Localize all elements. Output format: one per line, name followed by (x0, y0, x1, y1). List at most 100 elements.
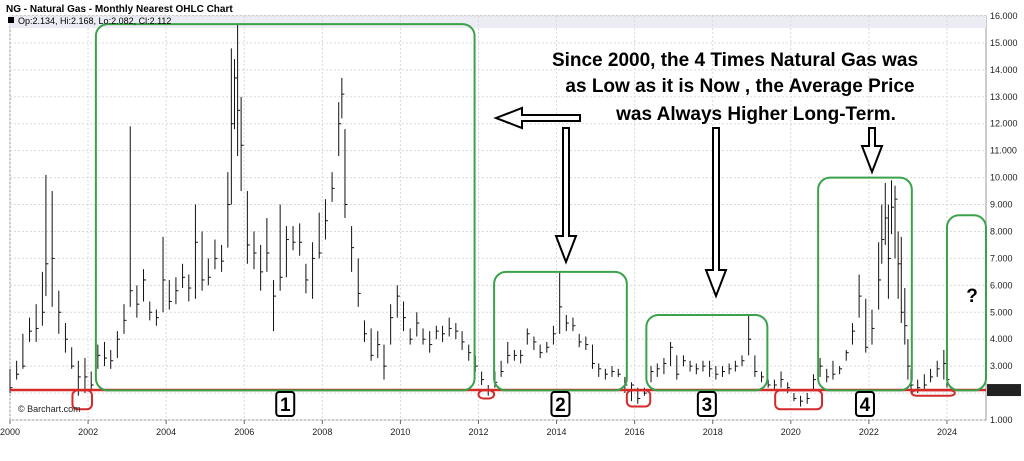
ohlc-bar (631, 382, 635, 402)
period-number: 3 (702, 395, 713, 416)
ohlc-bar (839, 366, 843, 375)
ohlc-bar (702, 360, 706, 372)
ohlc-bar (907, 339, 911, 380)
ohlc-bar (812, 374, 816, 391)
x-tick-label: 2010 (390, 427, 410, 437)
ohlc-bar (591, 344, 595, 369)
ohlc-bar (422, 328, 426, 345)
ohlc-bar (656, 363, 660, 377)
ohlc-bar (318, 212, 322, 259)
ohlc-bar (721, 366, 725, 377)
ohlc-bar (754, 355, 758, 377)
y-tick-label: 1.000 (990, 415, 1013, 425)
ohlc-bar (741, 355, 745, 367)
ohlc-bar (357, 258, 361, 307)
ohlc-bar (97, 344, 101, 369)
ohlc-bar (598, 363, 602, 377)
ohlc-bar (285, 226, 289, 278)
arrow-down-icon (860, 127, 884, 175)
x-tick-label: 2024 (937, 427, 957, 437)
ohlc-bar (894, 185, 898, 259)
ohlc-bar (207, 258, 211, 286)
ohlc-bar (793, 393, 797, 402)
ohlc-bar (500, 360, 504, 377)
ohlc-bar (168, 279, 172, 310)
axes: 1.000 2.000 3.000 4.000 5.000 6.000 7.000 8.000… (0, 11, 1018, 437)
ohlc-bar (240, 96, 244, 192)
ohlc-bar (266, 218, 270, 272)
ohlc-bar (887, 204, 891, 299)
period-number: 2 (555, 395, 566, 416)
ohlc-bar (116, 331, 120, 359)
ohlc-bar (682, 355, 686, 367)
ohlc-bar (559, 271, 563, 334)
ohlc-bar (773, 379, 777, 391)
ohlc-bar (237, 24, 241, 157)
ohlc-bar (435, 325, 439, 340)
ohlc-bar (728, 363, 732, 375)
ohlc-bar (221, 244, 225, 272)
ohlc-bar (663, 358, 667, 375)
ohlc-bar (71, 347, 75, 369)
ohlc-bar (650, 366, 654, 383)
ohlc-bar (767, 379, 771, 388)
y-tick-label: 8.000 (990, 226, 1013, 236)
x-tick-label: 2006 (234, 427, 254, 437)
ohlc-bar (123, 304, 127, 334)
ohlc-bar (943, 349, 947, 380)
y-tick-label: 13.000 (990, 92, 1018, 102)
ohlc-bar (188, 274, 192, 302)
ohlc-bar (676, 355, 680, 380)
ohlc-bar (604, 368, 608, 380)
x-tick-label: 2002 (78, 427, 98, 437)
ohlc-bar (513, 349, 517, 361)
ohlc-bar (45, 174, 49, 297)
ohlc-bar (748, 314, 752, 356)
ohlc-bar (396, 285, 400, 318)
ohlc-bar (175, 277, 179, 305)
y-tick-label: 6.000 (990, 280, 1013, 290)
ohlc-bar (324, 199, 328, 240)
y-tick-label: 10.000 (990, 173, 1018, 183)
period-number-frame (550, 391, 571, 417)
ohlc-bar (194, 204, 198, 299)
ohlc-bar (429, 331, 433, 353)
ohlc-bar (35, 304, 39, 342)
ohlc-bar (761, 371, 765, 383)
ohlc-bar (611, 366, 615, 377)
period-number: 4 (860, 395, 871, 416)
ohlc-bar (572, 317, 576, 332)
ohlc-bar (383, 344, 387, 380)
period-number: 1 (280, 395, 291, 416)
ohlc-bar (22, 333, 26, 369)
ohlc-legend-swatch (8, 17, 14, 23)
x-tick-label: 2014 (547, 427, 567, 437)
ohlc-bar (90, 371, 94, 391)
ohlc-bar (539, 344, 543, 359)
ohlc-bar (715, 366, 719, 380)
header: NG - Natural Gas - Monthly Nearest OHLC … (6, 4, 233, 26)
ohlc-bar (162, 236, 166, 313)
ohlc-bar (338, 102, 342, 157)
low-box (910, 389, 956, 397)
ohlc-bar (403, 301, 407, 332)
annotation-line-2: as Low as it is Now , the Average Price (565, 76, 914, 97)
ohlc-bar (58, 290, 62, 334)
ohlc-bar (442, 325, 446, 342)
x-tick-label: 2016 (625, 427, 645, 437)
ohlc-bar (182, 263, 186, 289)
ohlc-bar (292, 226, 296, 251)
ohlc-bar (305, 263, 309, 294)
annotation-line-1: Since 2000, the 4 Times Natural Gas was (552, 50, 918, 71)
ohlc-bar (881, 204, 885, 264)
ohlc-bar (780, 371, 784, 388)
ohlc-bar (468, 344, 472, 361)
ohlc-bar (461, 331, 465, 350)
arrow-down-icon (554, 127, 578, 265)
ohlc-bar (900, 236, 904, 324)
low-box (774, 389, 824, 411)
arrow-left-icon (493, 106, 581, 130)
ohlc-bar (800, 395, 804, 407)
ohlc-bar (273, 279, 277, 332)
annotation-line-3: was Always Higher Long-Term. (615, 104, 896, 125)
